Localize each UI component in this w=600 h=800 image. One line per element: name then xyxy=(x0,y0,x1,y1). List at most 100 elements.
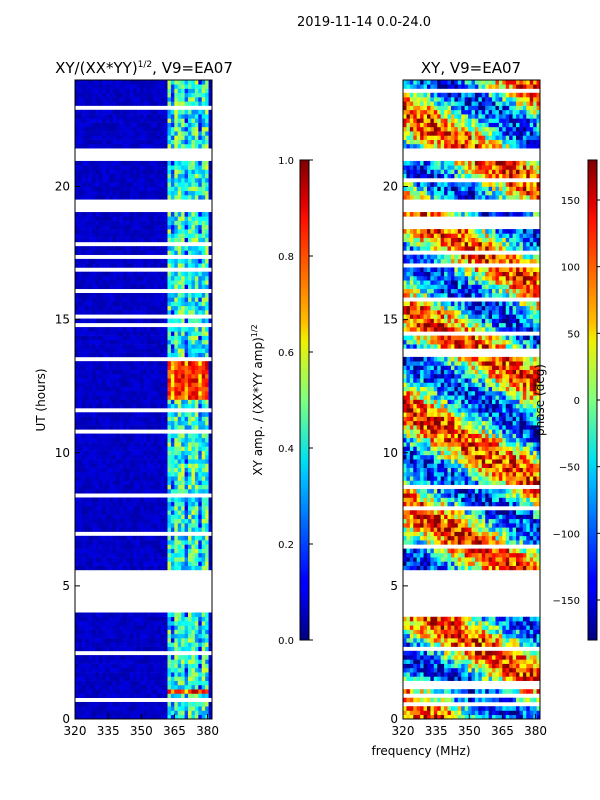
heatmap-cell xyxy=(129,126,134,132)
heatmap-cell xyxy=(75,655,79,660)
heatmap-cell xyxy=(153,84,158,89)
heatmap-cell xyxy=(75,348,79,353)
heatmap-cell xyxy=(126,433,131,439)
heatmap-cell xyxy=(98,463,103,468)
heatmap-cell xyxy=(133,501,138,507)
heatmap-cell xyxy=(75,88,79,94)
heatmap-cell xyxy=(150,689,155,694)
heatmap-cell xyxy=(177,459,182,464)
heatmap-cell xyxy=(143,412,148,417)
heatmap-cell xyxy=(191,420,196,426)
heatmap-cell xyxy=(205,293,209,298)
heatmap-cell xyxy=(150,118,155,123)
heatmap-cell xyxy=(177,663,182,669)
heatmap-cell xyxy=(492,710,496,716)
heatmap-cell xyxy=(194,348,199,353)
heatmap-cell xyxy=(116,92,120,98)
heatmap-cell xyxy=(122,297,127,302)
heatmap-cell xyxy=(122,169,127,175)
heatmap-cell xyxy=(194,131,199,136)
heatmap-cell xyxy=(146,395,151,400)
heatmap-cell xyxy=(119,663,124,669)
heatmap-cell xyxy=(122,382,127,388)
right-title: XY, V9=EA07 xyxy=(421,59,521,77)
heatmap-cell xyxy=(81,216,86,221)
heatmap-cell xyxy=(122,518,127,524)
heatmap-cell xyxy=(153,365,158,370)
heatmap-cell xyxy=(205,425,209,430)
heatmap-cell xyxy=(129,131,134,136)
heatmap-cell xyxy=(98,135,103,140)
heatmap-cell xyxy=(184,693,189,698)
heatmap-cell xyxy=(188,258,192,264)
heatmap-cell xyxy=(150,535,155,541)
heatmap-cell xyxy=(92,616,96,622)
heatmap-cell xyxy=(205,663,209,669)
heatmap-cell xyxy=(143,114,148,119)
heatmap-cell xyxy=(194,186,199,192)
heatmap-cell xyxy=(191,488,196,494)
heatmap-cell xyxy=(177,190,182,196)
heatmap-cell xyxy=(177,224,182,230)
heatmap-cell xyxy=(208,557,212,562)
heatmap-cell xyxy=(174,467,179,473)
heatmap-cell xyxy=(184,139,189,145)
heatmap-cell xyxy=(150,557,155,562)
heatmap-cell xyxy=(81,101,86,106)
heatmap-cell xyxy=(98,501,103,507)
heatmap-cell xyxy=(157,84,162,89)
heatmap-cell xyxy=(416,706,421,711)
heatmap-cell xyxy=(85,480,90,485)
heatmap-cell xyxy=(160,305,165,311)
heatmap-cell xyxy=(102,646,107,652)
heatmap-cell xyxy=(194,101,199,106)
heatmap-cell xyxy=(188,339,192,345)
heatmap-cell xyxy=(198,684,203,690)
heatmap-cell xyxy=(198,552,203,558)
heatmap-cell xyxy=(109,706,114,711)
heatmap-cell xyxy=(112,544,117,549)
heatmap-cell xyxy=(174,403,179,409)
heatmap-cell xyxy=(208,339,212,345)
heatmap-cell xyxy=(112,501,117,507)
left-colorbar-bar xyxy=(299,159,310,641)
heatmap-cell xyxy=(136,442,141,447)
heatmap-cell xyxy=(105,659,110,664)
heatmap-cell xyxy=(146,450,151,456)
heatmap-cell xyxy=(164,301,168,307)
heatmap-cell xyxy=(105,437,110,443)
heatmap-cell xyxy=(164,484,168,490)
heatmap-cell xyxy=(102,258,107,264)
heatmap-cell xyxy=(194,80,199,85)
left-ylabel: UT (hours) xyxy=(34,368,48,431)
heatmap-cell xyxy=(509,706,513,711)
heatmap-cell xyxy=(136,518,141,524)
heatmap-cell xyxy=(129,625,134,630)
heatmap-cell xyxy=(208,467,212,473)
heatmap-cell xyxy=(177,280,182,285)
heatmap-cell xyxy=(136,471,141,477)
heatmap-cell xyxy=(505,706,510,711)
heatmap-cell xyxy=(174,190,179,196)
heatmap-cell xyxy=(146,463,151,468)
heatmap-cell xyxy=(461,697,466,703)
heatmap-cell xyxy=(119,518,124,524)
heatmap-cell xyxy=(181,310,185,315)
heatmap-cell xyxy=(201,122,206,128)
heatmap-cell xyxy=(188,365,192,370)
heatmap-cell xyxy=(181,284,185,290)
heatmap-cell xyxy=(143,109,148,115)
heatmap-cell xyxy=(136,318,141,324)
heatmap-cell xyxy=(188,518,192,524)
heatmap-cell xyxy=(208,659,212,664)
heatmap-cell xyxy=(119,676,124,681)
heatmap-cell xyxy=(133,275,138,281)
heatmap-cell xyxy=(177,122,182,128)
heatmap-cell xyxy=(140,237,144,243)
heatmap-cell xyxy=(75,373,79,379)
heatmap-cell xyxy=(167,710,172,716)
heatmap-cell xyxy=(198,514,203,520)
heatmap-cell xyxy=(157,331,162,336)
heatmap-cell xyxy=(184,450,189,456)
heatmap-cell xyxy=(160,527,165,532)
